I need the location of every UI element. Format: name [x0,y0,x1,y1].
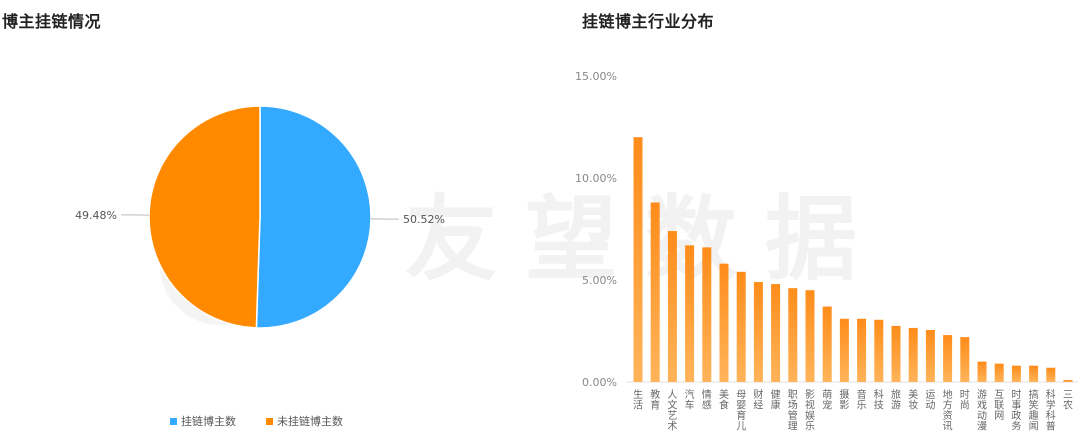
x-tick-label-10: 影视娱乐 [805,389,815,433]
legend-swatch-orange [266,417,273,425]
x-tick-label-23: 搞笑趣闻 [1029,388,1039,433]
legend-label-unlinked: 未挂链博主数 [277,415,343,428]
x-tick-label-1: 教育 [650,388,660,412]
x-tick-label-18: 地方资讯 [943,388,953,433]
x-tick-label-24: 科学科普 [1046,388,1056,433]
x-tick-label-5: 美食 [719,388,729,412]
x-tick-label-3: 汽车 [685,388,695,412]
x-tick-label-16: 美妆 [908,388,918,412]
x-tick-label-8: 健康 [771,389,781,412]
bar-24 [1046,367,1056,382]
legend-item-unlinked[interactable]: 未挂链博主数 [266,413,343,429]
legend-label-linked: 挂链博主数 [181,415,236,428]
x-tick-label-15: 旅游 [891,388,901,412]
x-tick-label-4: 情感 [702,388,712,412]
bar-11 [822,306,832,382]
x-tick-label-21: 互联网 [994,389,1004,422]
bar-19 [960,337,970,382]
x-tick-label-14: 科技 [874,388,884,412]
bar-6 [736,271,746,382]
x-tick-label-19: 时尚 [960,389,970,412]
bar-13 [857,318,867,382]
bar-21 [994,363,1004,382]
x-tick-label-17: 运动 [925,389,935,412]
bar-3 [685,245,695,382]
pie-chart-title: 博主挂链情况 [2,12,102,31]
bar-17 [925,329,935,382]
x-tick-label-20: 游戏动漫 [977,388,987,433]
pie-slice-1 [148,105,261,329]
bar-15 [891,325,901,382]
bar-12 [839,318,849,382]
x-tick-label-6: 母婴育儿 [736,389,746,433]
bar-14 [874,319,884,382]
bar-8 [771,284,781,382]
y-tick-label: 5.00% [582,274,617,287]
bar-7 [753,282,763,382]
x-tick-label-2: 人文艺术 [667,389,677,433]
y-tick-label: 15.00% [575,70,617,83]
x-tick-label-22: 时事政务 [1011,389,1021,433]
bar-20 [977,361,987,382]
bar-chart-title: 挂链博主行业分布 [582,12,715,31]
x-tick-label-7: 财经 [753,388,763,412]
bar-4 [702,247,712,382]
legend-item-linked[interactable]: 挂链博主数 [170,413,236,429]
bar-10 [805,290,815,382]
pie-legend: 挂链博主数 未挂链博主数 [170,413,343,429]
bar-9 [788,288,798,382]
y-tick-label: 10.00% [575,172,617,185]
x-tick-label-0: 生活 [633,388,643,412]
bar-2 [667,231,677,382]
y-tick-label: 0.00% [582,376,617,389]
watermark-text: 友望数据 [405,186,886,293]
pie-label-1: 49.48% [75,209,117,222]
x-tick-label-12: 摄影 [839,388,849,412]
x-tick-label-11: 萌宠 [822,388,832,412]
bar-18 [943,335,953,382]
bar-1 [650,202,660,382]
bar-5 [719,263,729,382]
x-tick-label-9: 职场管理 [788,389,798,433]
bar-0 [633,137,643,382]
bar-22 [1011,365,1021,382]
pie-label-0: 50.52% [403,213,445,226]
pie-slice-0 [255,105,372,329]
bar-23 [1029,365,1039,382]
x-tick-label-25: 三农 [1063,390,1073,412]
bar-16 [908,327,918,382]
x-tick-label-13: 音乐 [857,388,867,412]
bar-25 [1063,379,1073,382]
legend-swatch-blue [170,417,177,425]
